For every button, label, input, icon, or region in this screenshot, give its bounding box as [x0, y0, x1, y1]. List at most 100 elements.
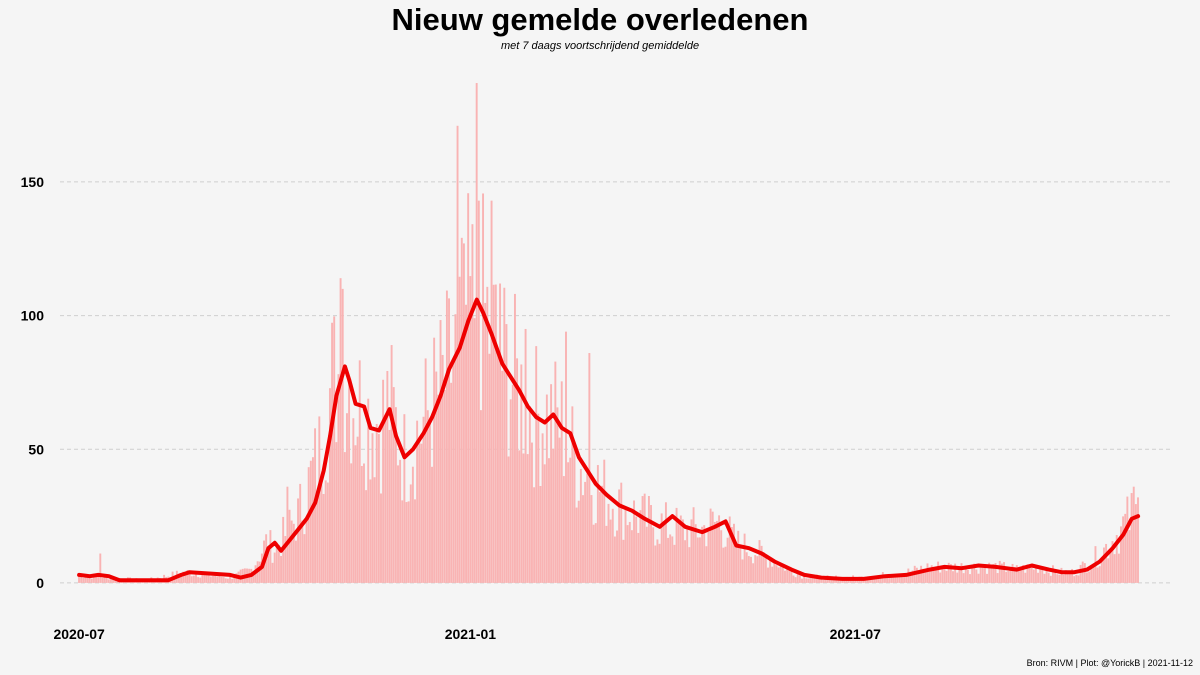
bar: [652, 527, 655, 583]
bar: [448, 298, 450, 583]
bar: [781, 564, 784, 583]
bar: [681, 519, 684, 583]
bar: [924, 571, 927, 583]
bar: [424, 358, 427, 583]
bar: [180, 575, 183, 583]
bar: [915, 567, 918, 583]
bar: [496, 349, 499, 583]
bar: [977, 573, 980, 583]
bar: [767, 567, 769, 583]
bar: [201, 574, 204, 583]
bar: [641, 496, 644, 583]
bar: [188, 571, 191, 583]
bar: [622, 539, 625, 583]
bar: [320, 484, 323, 583]
bar: [267, 552, 270, 583]
bar: [524, 328, 527, 583]
bar: [107, 579, 110, 583]
bar: [716, 520, 718, 583]
bar: [471, 224, 474, 583]
bar: [635, 516, 638, 583]
bar: [513, 293, 516, 583]
bar: [798, 575, 801, 583]
bar: [707, 532, 710, 583]
bar: [305, 519, 308, 583]
bar: [675, 507, 678, 583]
bar: [956, 572, 959, 583]
bar: [811, 576, 814, 583]
bar: [105, 576, 108, 583]
bar: [277, 544, 280, 583]
bar: [1030, 566, 1033, 583]
bar: [222, 577, 225, 583]
bar: [1086, 572, 1088, 583]
bar: [1013, 566, 1016, 583]
bar: [909, 571, 912, 583]
bar: [294, 540, 297, 583]
bar: [879, 575, 882, 583]
bar: [705, 546, 708, 583]
bar: [1109, 551, 1112, 583]
bar: [1051, 565, 1054, 583]
bar: [86, 575, 89, 583]
bar: [633, 500, 635, 583]
bar: [84, 577, 87, 583]
y-tick-label: 0: [36, 575, 44, 591]
bar: [1130, 493, 1133, 583]
bar: [271, 562, 274, 583]
bar: [420, 443, 423, 583]
bar: [409, 484, 412, 583]
bar: [477, 200, 480, 583]
bar: [405, 502, 408, 583]
bar: [930, 565, 933, 583]
bar: [762, 552, 765, 583]
bar: [601, 485, 604, 583]
bar: [1064, 570, 1067, 583]
bar: [363, 463, 365, 583]
bar: [209, 576, 212, 583]
bar: [82, 577, 85, 583]
bar: [650, 505, 652, 583]
bar: [299, 483, 302, 583]
bar: [1134, 504, 1137, 583]
bar: [647, 496, 650, 583]
bar: [928, 570, 931, 583]
bar: [1045, 568, 1048, 583]
bar: [809, 577, 812, 583]
bar: [605, 525, 608, 583]
bar: [713, 521, 716, 583]
bar: [1122, 516, 1125, 583]
bar: [558, 437, 561, 583]
bar: [386, 370, 389, 583]
bar: [569, 457, 572, 583]
bar: [399, 459, 402, 583]
bar: [360, 465, 363, 583]
bar: [1058, 574, 1061, 583]
bar: [1137, 497, 1139, 583]
bar: [1098, 566, 1101, 583]
bar: [669, 534, 672, 583]
bar: [307, 467, 310, 583]
bar: [205, 573, 208, 583]
bar: [275, 542, 278, 583]
bar: [883, 577, 886, 583]
bar: [280, 555, 282, 583]
bar: [90, 578, 93, 583]
bar: [197, 577, 200, 583]
bar: [628, 521, 631, 583]
bar: [954, 563, 957, 583]
bar: [684, 540, 687, 583]
bar: [662, 521, 665, 583]
bar: [698, 537, 701, 583]
bar: [269, 530, 272, 583]
bar: [620, 482, 623, 583]
bar: [722, 547, 725, 583]
bar: [609, 519, 612, 583]
bar: [673, 544, 676, 583]
bar: [724, 546, 727, 583]
bar: [1062, 574, 1065, 583]
bar: [579, 468, 582, 583]
bar: [458, 276, 461, 583]
bar: [439, 320, 442, 583]
bar: [95, 575, 97, 583]
